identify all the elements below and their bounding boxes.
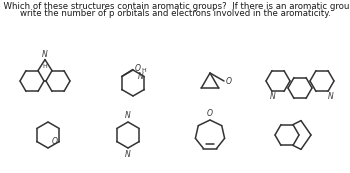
Text: N: N <box>328 92 334 101</box>
Text: N: N <box>138 72 143 81</box>
Text: O: O <box>135 64 141 73</box>
Text: H: H <box>141 69 146 74</box>
Text: 3) Which of these structures contain aromatic groups?  If there is an aromatic g: 3) Which of these structures contain aro… <box>0 2 350 11</box>
Text: N: N <box>270 92 276 101</box>
Text: write the number of p orbitals and electrons involved in the aromaticity.: write the number of p orbitals and elect… <box>20 9 330 18</box>
Text: O: O <box>226 78 232 86</box>
Text: N: N <box>42 50 48 59</box>
Text: O: O <box>51 137 57 146</box>
Text: N: N <box>125 111 131 120</box>
Text: N: N <box>125 150 131 159</box>
Text: H: H <box>43 64 47 69</box>
Text: O: O <box>207 109 213 118</box>
